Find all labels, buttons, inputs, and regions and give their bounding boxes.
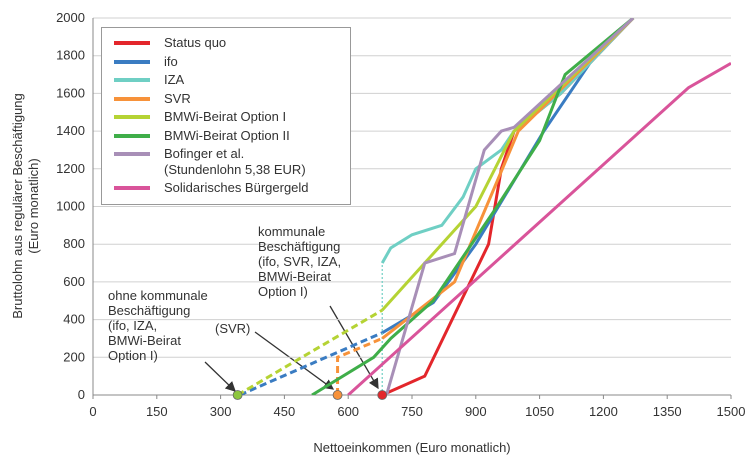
legend-swatch — [114, 115, 150, 119]
y-axis-label: Bruttolohn aus regulärer Beschäftigung — [10, 93, 25, 318]
legend-item: ifo — [102, 54, 350, 70]
dashed-line — [239, 331, 383, 395]
y-tick-label: 0 — [78, 387, 85, 402]
plot — [236, 18, 731, 395]
point — [377, 390, 388, 400]
legend-swatch — [114, 133, 150, 138]
annotation: (SVR) — [215, 321, 251, 336]
legend-label: Solidarisches Bürgergeld — [164, 180, 309, 195]
legend-swatch — [114, 96, 150, 101]
x-tick-label: 750 — [401, 404, 423, 419]
line — [385, 18, 635, 395]
x-tick-label: 900 — [465, 404, 487, 419]
legend-label: Bofinger et al. (Stundenlohn 5,38 EUR) — [164, 146, 306, 177]
legend-label: ifo — [164, 53, 178, 69]
y-tick-label: 2000 — [56, 10, 85, 25]
arrow — [204, 361, 236, 392]
legend-swatch — [114, 41, 150, 45]
x-tick-label: 600 — [337, 404, 359, 419]
line — [381, 18, 635, 340]
legend-item: Solidarisches Bürgergeld — [102, 180, 350, 196]
point — [232, 390, 243, 400]
dashed-line — [236, 308, 383, 395]
x-tick-label: 1350 — [653, 404, 682, 419]
y-tick-label: 1800 — [56, 48, 85, 63]
y-tick-label: 800 — [63, 236, 85, 251]
x-tick-label: 1050 — [525, 404, 554, 419]
x-tick-label: 300 — [210, 404, 232, 419]
line — [381, 18, 635, 335]
x-tick-label: 0 — [89, 404, 96, 419]
point — [332, 390, 343, 400]
legend-item: BMWi-Beirat Option II — [102, 128, 350, 144]
x-axis-label: Nettoeinkommen (Euro monatlich) — [313, 440, 510, 455]
y-tick-label: 1600 — [56, 85, 85, 100]
y-tick-label: 1400 — [56, 123, 85, 138]
legend-item: BMWi-Beirat Option I — [102, 109, 350, 125]
legend-swatch — [114, 152, 150, 156]
y-axis-label: (Euro monatlich) — [26, 158, 41, 253]
legend-label: BMWi-Beirat Option II — [164, 127, 290, 143]
legend-label: BMWi-Beirat Option I — [164, 109, 287, 124]
x-tick-label: 150 — [146, 404, 168, 419]
legend-label: IZA — [164, 72, 185, 87]
annotation: ohne kommunale Beschäftigung (ifo, IZA, … — [108, 288, 208, 363]
legend-label: Status quo — [164, 35, 227, 50]
y-tick-label: 600 — [63, 274, 85, 289]
line — [381, 18, 635, 312]
x-tick-label: 1200 — [589, 404, 618, 419]
y-tick-label: 200 — [63, 349, 85, 364]
legend: Status quo ifo IZA SVR BMWi-Beirat Option I B… — [101, 27, 351, 205]
y-tick-label: 1000 — [56, 199, 85, 214]
legend-item: IZA — [102, 72, 350, 88]
x-tick-label: 450 — [274, 404, 296, 419]
legend-label: SVR — [164, 90, 191, 106]
y-tick-label: 1200 — [56, 161, 85, 176]
annotation: kommunale Beschäftigung (ifo, SVR, IZA, … — [258, 224, 342, 299]
legend-swatch — [114, 59, 150, 64]
legend-item: Bofinger et al. (Stundenlohn 5,38 EUR) — [102, 146, 350, 177]
x-tick-label: 1500 — [717, 404, 746, 419]
legend-item: SVR — [102, 91, 350, 107]
legend-swatch — [114, 78, 150, 82]
legend-swatch — [114, 186, 150, 190]
legend-item: Status quo — [102, 35, 350, 51]
y-tick-label: 400 — [63, 312, 85, 327]
line — [347, 61, 731, 395]
dashed-line — [336, 337, 383, 395]
